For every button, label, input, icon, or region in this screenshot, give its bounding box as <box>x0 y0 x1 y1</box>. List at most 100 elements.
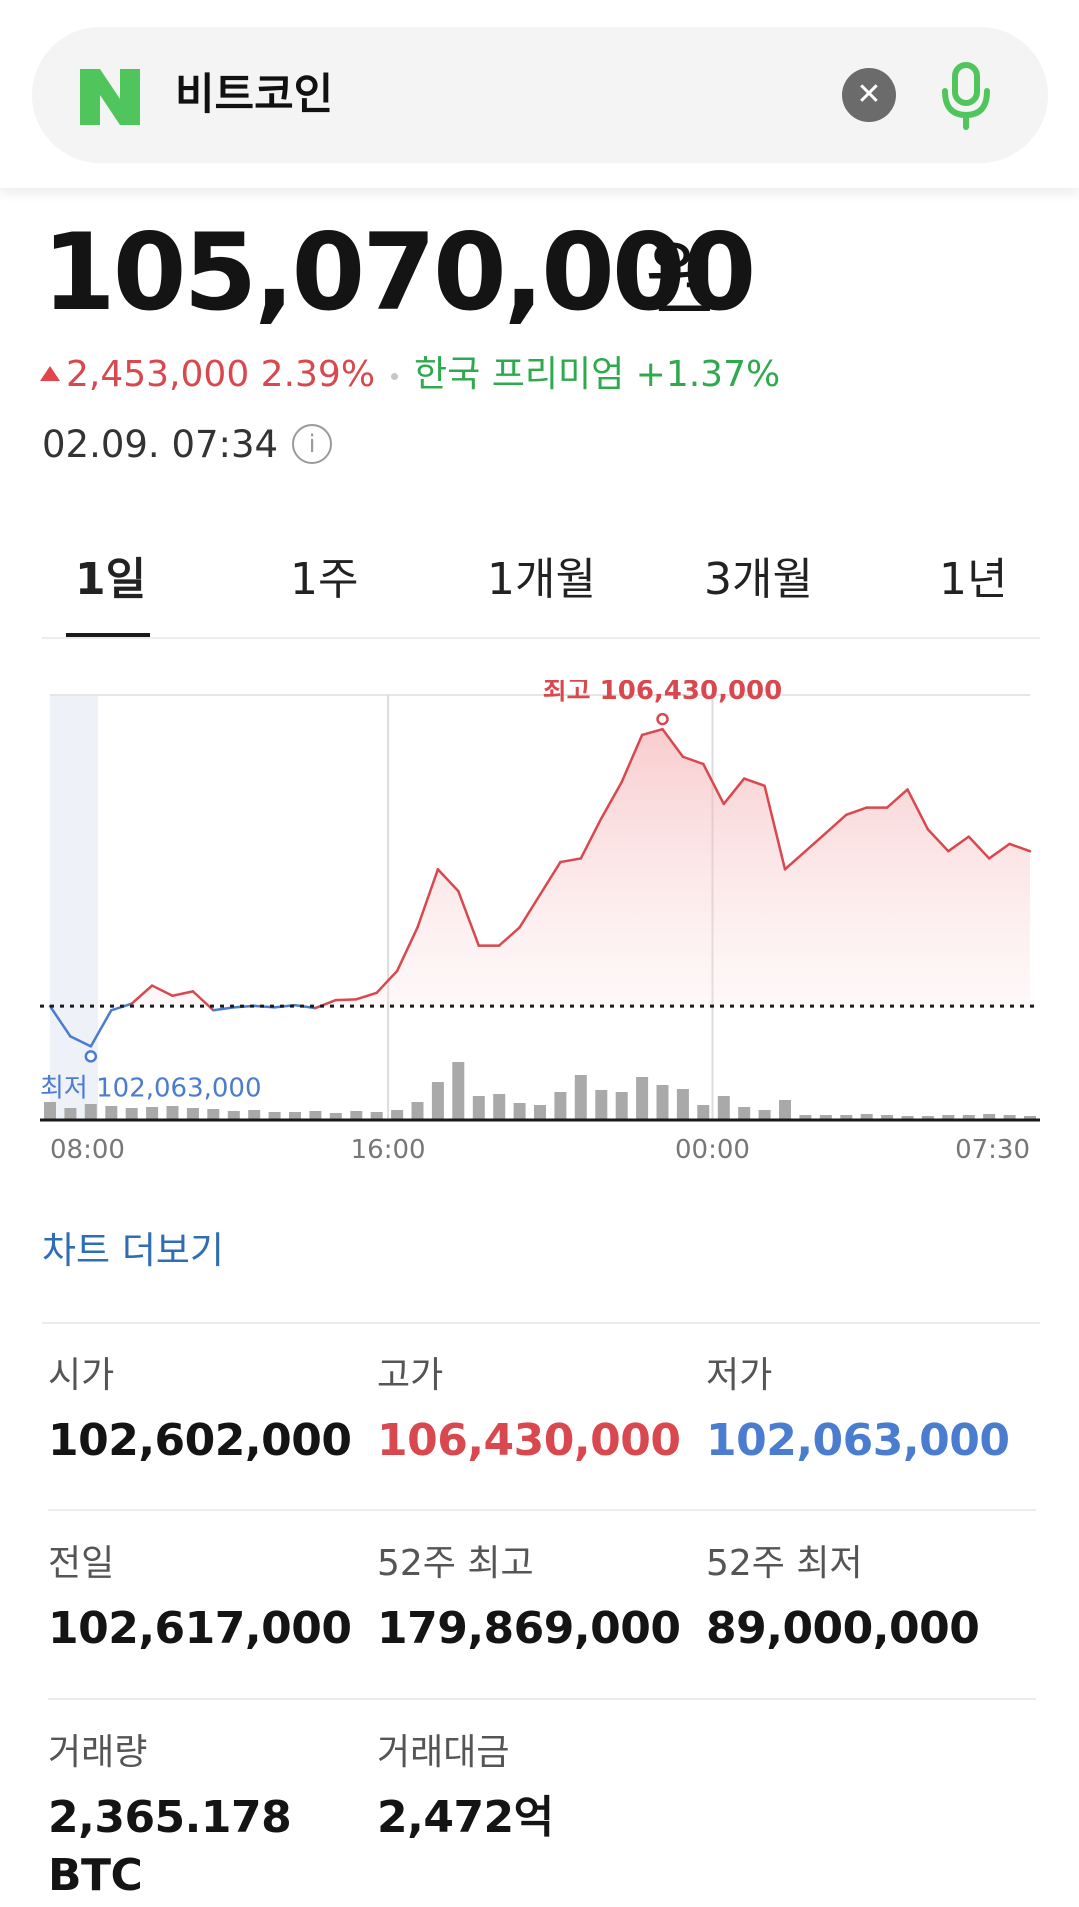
stat-trade-value: 거래대금 2,472억 <box>377 1729 697 1847</box>
tab-3month[interactable]: 3개월 <box>704 554 813 605</box>
volume-bar <box>574 1075 587 1120</box>
price-chart[interactable]: 최고 106,430,000 최저 102,063,000 08:00 16:00 00… <box>40 680 1040 1170</box>
stat-volume: 거래량 2,365.178 BTC <box>48 1729 368 1905</box>
price-line-segment <box>89 1009 113 1048</box>
price-line-segment <box>804 831 828 853</box>
volume-bar <box>431 1082 444 1120</box>
volume-bar <box>595 1090 608 1120</box>
price-line-segment <box>69 1035 93 1048</box>
period-tabs: 1일 1주 1개월 3개월 1년 <box>42 545 1040 639</box>
stat-value: 102,063,000 <box>706 1415 1010 1466</box>
price-line-segment <box>559 857 583 864</box>
price-line-segment <box>661 727 685 758</box>
volume-bar <box>1003 1115 1016 1120</box>
stat-value: 2,365.178 BTC <box>48 1789 368 1905</box>
volume-bar <box>962 1115 975 1120</box>
price-line-segment <box>212 1006 235 1012</box>
stat-value: 102,617,000 <box>48 1603 352 1654</box>
volume-bar <box>656 1085 669 1120</box>
volume-bar <box>227 1111 240 1120</box>
price-line-segment <box>457 889 480 947</box>
volume-bar <box>44 1102 56 1120</box>
volume-bar <box>268 1112 281 1120</box>
search-bar[interactable]: 비트코인 ✕ <box>32 27 1048 163</box>
section-divider <box>42 1322 1040 1324</box>
info-icon[interactable]: i <box>292 423 333 464</box>
x-tick-label: 00:00 <box>675 1135 750 1165</box>
volume-bar <box>350 1111 363 1120</box>
volume-bar <box>493 1094 506 1120</box>
volume-bar <box>125 1108 138 1120</box>
row-divider <box>48 1698 1036 1700</box>
volume-bar <box>676 1089 689 1120</box>
volume-bar <box>738 1107 751 1120</box>
volume-bar <box>942 1115 955 1120</box>
volume-bar <box>472 1096 485 1120</box>
volume-bar <box>84 1104 97 1120</box>
stat-high: 고가 106,430,000 <box>377 1352 697 1470</box>
stat-label: 52주 최저 <box>706 1543 863 1584</box>
low-label: 최저 102,063,000 <box>40 1073 262 1103</box>
volume-bar <box>840 1115 853 1120</box>
more-chart-link[interactable]: 차트 더보기 <box>42 1229 224 1272</box>
volume-unit: BTC <box>48 1850 143 1901</box>
close-icon[interactable]: ✕ <box>842 68 896 122</box>
price-line-segment <box>783 849 807 871</box>
volume-bar <box>799 1115 812 1120</box>
volume-bar <box>309 1111 322 1120</box>
volume-bar <box>64 1108 77 1120</box>
volume-bar <box>166 1106 179 1120</box>
price-line-segment <box>987 842 1011 860</box>
volume-bar <box>983 1114 996 1120</box>
price-line-segment <box>1008 842 1032 853</box>
tab-1week[interactable]: 1주 <box>290 554 359 605</box>
stat-prev-close: 전일 102,617,000 <box>48 1540 368 1658</box>
x-tick-label: 07:30 <box>955 1135 1030 1165</box>
volume-amount: 2,365.178 <box>48 1792 292 1843</box>
price-line-segment <box>722 777 746 806</box>
stat-value: 89,000,000 <box>706 1603 980 1654</box>
active-tab-indicator <box>66 633 150 637</box>
chart-area <box>50 729 1030 1007</box>
price-line-segment <box>334 998 358 1002</box>
volume-bar <box>881 1115 894 1120</box>
tab-1day[interactable]: 1일 <box>75 554 147 605</box>
volume-bar <box>758 1110 771 1120</box>
high-label: 최고 106,430,000 <box>543 680 782 706</box>
mic-icon[interactable] <box>937 61 997 131</box>
price-line-segment <box>763 784 787 871</box>
price-line-segment <box>681 755 705 766</box>
stat-label: 52주 최고 <box>377 1543 534 1584</box>
volume-bar <box>513 1103 526 1120</box>
low-marker <box>84 1050 98 1063</box>
price-line-segment <box>906 788 930 831</box>
price-line-segment <box>48 1004 72 1038</box>
chart-start-band <box>50 695 98 1120</box>
price-line-segment <box>375 969 399 995</box>
search-header: 비트코인 ✕ <box>0 0 1079 188</box>
price-line-segment <box>926 828 950 853</box>
volume-bar <box>717 1096 730 1120</box>
tab-1month[interactable]: 1개월 <box>487 554 596 605</box>
price-line-segment <box>620 733 644 784</box>
volume-bar <box>615 1092 628 1120</box>
search-input[interactable]: 비트코인 <box>175 70 334 120</box>
price-line-segment <box>395 926 419 973</box>
volume-bar <box>329 1113 342 1120</box>
volume-bar <box>146 1107 159 1120</box>
volume-bar <box>921 1116 934 1120</box>
korea-premium: 한국 프리미엄 +1.37% <box>414 354 781 395</box>
volume-bar <box>697 1105 710 1120</box>
volume-bar <box>207 1109 220 1120</box>
stat-value: 102,602,000 <box>48 1415 352 1466</box>
quote-time-row: 02.09. 07:34 i <box>42 422 333 468</box>
stat-label: 거래대금 <box>377 1732 510 1773</box>
stat-52w-high: 52주 최고 179,869,000 <box>377 1540 697 1658</box>
price-line-segment <box>314 998 338 1010</box>
tab-1year[interactable]: 1년 <box>939 554 1008 605</box>
price-line-segment <box>579 817 603 860</box>
price-line-segment <box>885 788 909 809</box>
volume-bar <box>105 1106 118 1120</box>
x-tick-label: 16:00 <box>351 1135 426 1165</box>
volume-bar <box>248 1110 261 1120</box>
